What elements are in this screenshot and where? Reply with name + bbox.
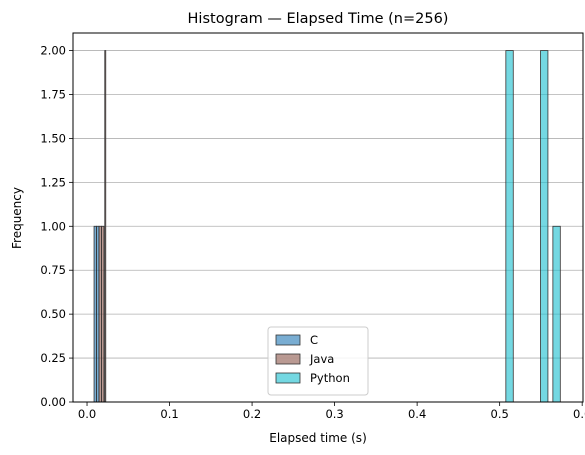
y-tick-label-1: 0.25	[40, 351, 66, 365]
legend-label-python: Python	[310, 371, 350, 385]
legend-swatch-python	[276, 373, 300, 383]
x-tick-label-2: 0.2	[243, 407, 261, 421]
legend-swatch-c	[276, 335, 300, 345]
x-tick-label-0: 0.0	[78, 407, 96, 421]
x-tick-label-3: 0.3	[325, 407, 343, 421]
chart-title: Histogram — Elapsed Time (n=256)	[188, 11, 449, 27]
x-tick-label-5: 0.5	[491, 407, 509, 421]
y-tick-label-2: 0.50	[40, 307, 66, 321]
y-tick-label-5: 1.25	[40, 175, 66, 189]
bar-java-2	[105, 51, 106, 402]
y-tick-label-3: 0.75	[40, 263, 66, 277]
bar-python-0	[506, 51, 513, 402]
legend-swatch-java	[276, 354, 300, 364]
legend-label-c: C	[310, 333, 318, 347]
y-tick-label-0: 0.00	[40, 395, 66, 409]
x-tick-label-1: 0.1	[160, 407, 178, 421]
legend: C Java Python	[268, 327, 368, 395]
y-tick-label-4: 1.00	[40, 219, 66, 233]
x-tick-label-6: 0.6	[573, 407, 585, 421]
bar-python-2	[553, 226, 560, 402]
bar-java-1	[101, 226, 103, 402]
y-tick-label-7: 1.75	[40, 88, 66, 102]
y-tick-label-6: 1.50	[40, 131, 66, 145]
x-axis-label: Elapsed time (s)	[269, 431, 367, 445]
bar-python-1	[541, 51, 548, 402]
y-tick-label-8: 2.00	[40, 44, 66, 58]
y-axis-label: Frequency	[10, 187, 24, 249]
legend-label-java: Java	[309, 352, 334, 366]
x-tick-label-4: 0.4	[408, 407, 426, 421]
